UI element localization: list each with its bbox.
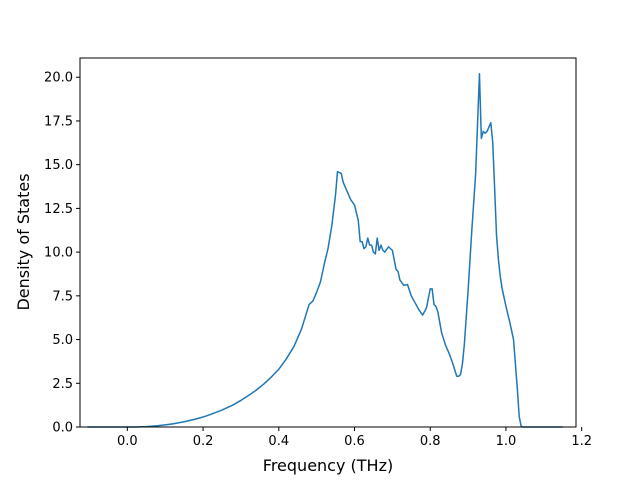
y-tick-label: 20.0 (44, 71, 73, 86)
y-tick-label: 5.0 (52, 333, 73, 348)
x-tick-label: 1.2 (571, 434, 592, 449)
axes-frame (79, 57, 577, 428)
y-tick-label: 0.0 (52, 421, 73, 436)
y-tick-label: 17.5 (44, 114, 73, 129)
y-tick-label: 10.0 (44, 246, 73, 261)
x-axis: 0.0 0.2 0.4 0.6 0.8 1.0 1.2 (117, 427, 592, 449)
x-tick-label: 0.6 (344, 434, 365, 449)
x-tick-label: 0.0 (117, 434, 138, 449)
x-tick-label: 0.8 (420, 434, 441, 449)
y-tick-label: 7.5 (52, 289, 73, 304)
x-tick-label: 1.0 (496, 434, 517, 449)
dos-line-series-0 (87, 72, 563, 428)
y-tick-label: 2.5 (52, 377, 73, 392)
y-axis: 0.0 2.5 5.0 7.5 10.0 12.5 15.0 17.5 20.0 (44, 71, 80, 436)
y-tick-label: 12.5 (44, 202, 73, 217)
x-axis-label: Frequency (THz) (263, 456, 393, 475)
y-axis-label: Density of States (14, 173, 33, 310)
x-tick-label: 0.4 (268, 434, 289, 449)
x-tick-label: 0.2 (193, 434, 214, 449)
plot-layer (87, 72, 563, 428)
y-tick-label: 15.0 (44, 158, 73, 173)
